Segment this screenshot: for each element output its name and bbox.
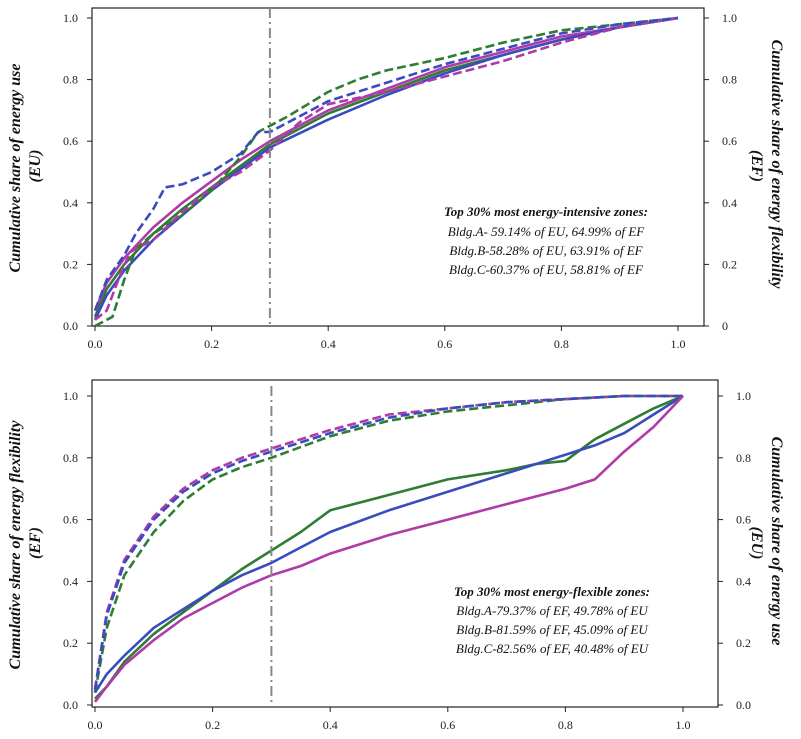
y-axis-label-left-line2: (EF): [27, 527, 44, 559]
annotation-heading: Top 30% most energy-intensive zones:: [444, 204, 648, 219]
y-axis-label-right: Cumulative share of energy use (EU): [748, 437, 785, 650]
solid-series-line-1: [93, 16, 679, 312]
x-tick-label: 0.2: [205, 718, 220, 732]
y-axis-label-right-line2: (EU): [748, 527, 765, 560]
x-tick-label: 1.0: [676, 718, 691, 732]
bottom-chart: 0.0 0.2 0.4 0.6 0.8 1.0 0.0 0.2 0.4 0.6 0.8 1.0 0.0 0…: [7, 379, 785, 732]
y-tick-label-left: 0.0: [63, 319, 78, 333]
x-tick-label: 0.8: [558, 718, 573, 732]
x-tick-label: 1.0: [671, 337, 686, 351]
x-tick-label: 0.6: [437, 337, 452, 351]
y-tick-label-right: 0.8: [722, 73, 737, 87]
solid-series-line-2: [93, 16, 679, 321]
plot-area-frame: [91, 7, 705, 327]
series-layer: [93, 16, 679, 328]
solid-series-line-3: [94, 394, 684, 700]
y-tick-label-right: 0.8: [736, 451, 751, 465]
y-tick-label-right: 1.0: [736, 389, 751, 403]
annotation-line: Bldg.C-60.37% of EU, 58.81% of EF: [449, 262, 644, 277]
annotation-line: Bldg.A-79.37% of EF, 49.78% of EU: [456, 603, 649, 618]
annotation-line: Bldg.B-81.59% of EF, 45.09% of EU: [456, 622, 649, 637]
y-tick-label-left: 0.0: [63, 698, 78, 712]
y-axis-label-left: Cumulative share of energy use (EU): [7, 60, 44, 273]
annotation-line: Bldg.A- 59.14% of EU, 64.99% of EF: [448, 224, 645, 239]
y-tick-label-right: 0.2: [722, 257, 737, 271]
ticks-layer: 0.0 0.2 0.4 0.6 0.8 1.0 0.0 0.2 0.4 0.6 0.8 1.0 0 0.2…: [63, 11, 737, 351]
plot-area-frame: [91, 379, 719, 708]
y-tick-label-left: 0.4: [63, 574, 78, 588]
y-tick-label-left: 1.0: [63, 11, 78, 25]
y-tick-label-right: 0.4: [736, 574, 751, 588]
dashed-series-line-3: [94, 16, 679, 328]
y-tick-label-left: 1.0: [63, 389, 78, 403]
x-tick-label: 0.2: [204, 337, 219, 351]
y-tick-label-right: 0.2: [736, 636, 751, 650]
series-layer: [93, 394, 684, 703]
y-axis-label-right: Cumulative share of energy flexibility (…: [748, 40, 785, 293]
y-tick-label-right: 0.6: [736, 513, 751, 527]
dashed-series-line-5: [93, 16, 679, 312]
annotation-heading: Top 30% most energy-flexible zones:: [454, 584, 650, 599]
solid-series-line-5: [93, 395, 684, 703]
y-tick-label-left: 0.6: [63, 134, 78, 148]
y-tick-label-right: 0.4: [722, 196, 737, 210]
x-tick-label: 0.4: [321, 337, 336, 351]
y-tick-label-left: 0.4: [63, 196, 78, 210]
y-tick-label-left: 0.2: [63, 257, 78, 271]
annotation-line: Bldg.B-58.28% of EU, 63.91% of EF: [449, 243, 643, 258]
y-tick-label-right: 0.0: [736, 698, 751, 712]
y-tick-label-left: 0.2: [63, 636, 78, 650]
y-axis-label-right-line2: (EF): [748, 150, 765, 182]
y-axis-label-left-line1: Cumulative share of energy flexibility: [7, 420, 24, 670]
x-tick-label: 0.8: [554, 337, 569, 351]
y-tick-label-left: 0.6: [63, 513, 78, 527]
solid-series-line-4: [93, 394, 684, 694]
x-tick-label: 0.6: [440, 718, 455, 732]
y-tick-label-right: 0: [722, 319, 728, 333]
dashed-series-line-0: [93, 394, 683, 693]
y-axis-label-right-line1: Cumulative share of energy flexibility: [768, 40, 785, 290]
y-tick-label-right: 1.0: [722, 11, 737, 25]
y-axis-label-right-line1: Cumulative share of energy use: [768, 437, 785, 646]
y-tick-label-left: 0.8: [63, 451, 78, 465]
y-tick-label-right: 0.6: [722, 134, 737, 148]
y-axis-label-left: Cumulative share of energy flexibility (…: [7, 417, 44, 670]
x-tick-label: 0.0: [88, 337, 103, 351]
y-tick-label-left: 0.8: [63, 73, 78, 87]
ticks-layer: 0.0 0.2 0.4 0.6 0.8 1.0 0.0 0.2 0.4 0.6 0.8 1.0 0.0 0…: [63, 389, 751, 732]
x-tick-label: 0.0: [88, 718, 103, 732]
annotation-line: Bldg.C-82.56% of EF, 40.48% of EU: [456, 641, 650, 656]
top-chart: 0.0 0.2 0.4 0.6 0.8 1.0 0.0 0.2 0.4 0.6 0.8 1.0 0 0.2…: [7, 7, 785, 351]
y-axis-label-left-line1: Cumulative share of energy use: [7, 64, 24, 273]
y-axis-label-left-line2: (EU): [27, 150, 44, 183]
x-tick-label: 0.4: [323, 718, 338, 732]
